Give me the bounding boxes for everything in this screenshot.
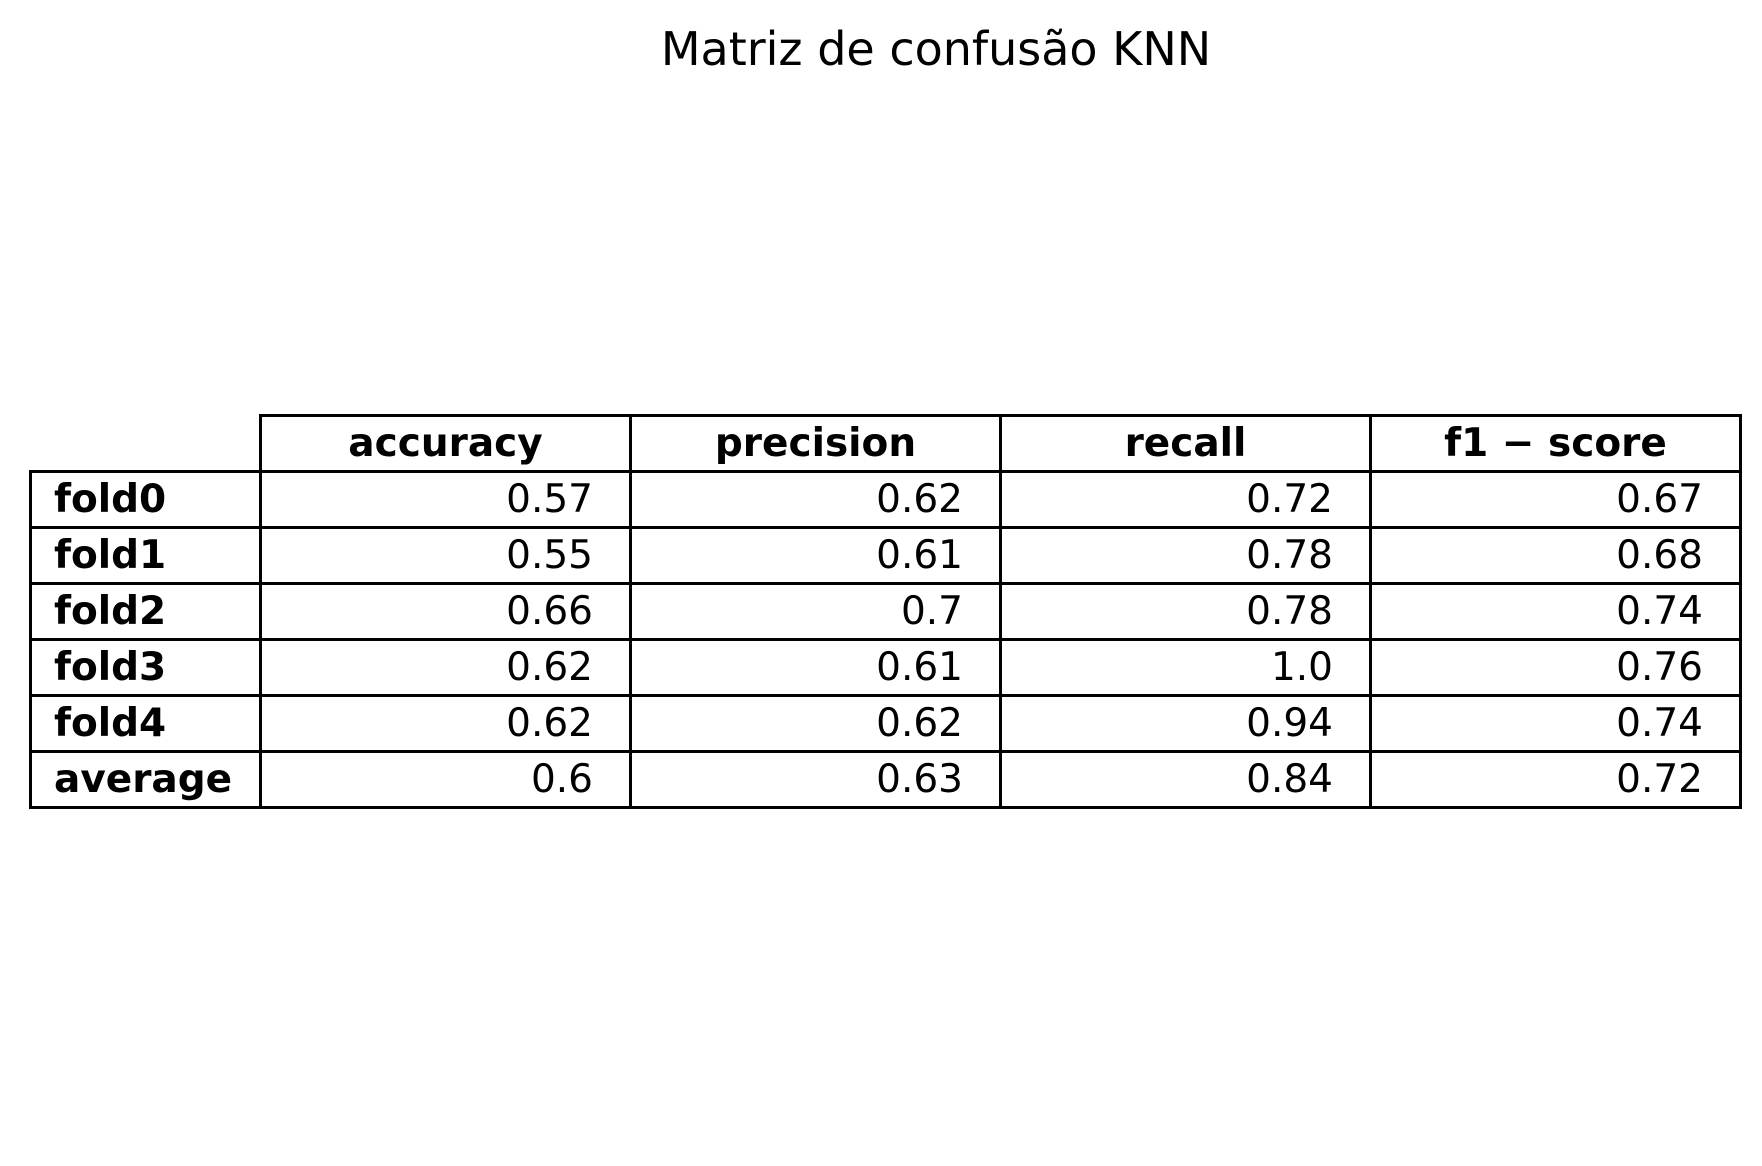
table-cell: 0.84 [999, 750, 1372, 809]
column-header-f1-score: f1 − score [1369, 414, 1742, 473]
row-label: average [29, 750, 262, 809]
table-cell: 0.57 [259, 470, 632, 529]
table-cell: 0.74 [1369, 582, 1742, 641]
row-label: fold2 [29, 582, 262, 641]
row-label: fold3 [29, 638, 262, 697]
header-row: accuracy precision recall f1 − score [30, 414, 1742, 473]
table-row-average: average 0.6 0.63 0.84 0.72 [29, 750, 1742, 809]
row-label: fold4 [29, 694, 262, 753]
table-cell: 0.61 [629, 638, 1002, 697]
table-cell: 0.6 [259, 750, 632, 809]
table-cell: 0.68 [1369, 526, 1742, 585]
table-cell: 0.72 [1369, 750, 1742, 809]
column-header-recall: recall [999, 414, 1372, 473]
metrics-table: accuracy precision recall f1 − score fol… [29, 414, 1742, 809]
table-cell: 0.62 [629, 470, 1002, 529]
table-row-fold2: fold2 0.66 0.7 0.78 0.74 [29, 582, 1742, 641]
row-label: fold0 [29, 470, 262, 529]
table-row-fold1: fold1 0.55 0.61 0.78 0.68 [29, 526, 1742, 585]
table-cell: 0.78 [999, 526, 1372, 585]
table-row-fold4: fold4 0.62 0.62 0.94 0.74 [29, 694, 1742, 753]
row-label: fold1 [29, 526, 262, 585]
table-cell: 0.62 [259, 694, 632, 753]
column-header-accuracy: accuracy [259, 414, 632, 473]
chart-title: Matriz de confusão KNN [660, 22, 1212, 76]
table-cell: 0.7 [629, 582, 1002, 641]
column-header-precision: precision [629, 414, 1002, 473]
table-row-fold3: fold3 0.62 0.61 1.0 0.76 [29, 638, 1742, 697]
table-cell: 0.78 [999, 582, 1372, 641]
table-cell: 0.67 [1369, 470, 1742, 529]
table-cell: 0.63 [629, 750, 1002, 809]
table-cell: 0.55 [259, 526, 632, 585]
table-cell: 0.62 [259, 638, 632, 697]
table-cell: 0.76 [1369, 638, 1742, 697]
corner-cell [30, 415, 262, 473]
table-cell: 0.62 [629, 694, 1002, 753]
table-cell: 1.0 [999, 638, 1372, 697]
table-row-fold0: fold0 0.57 0.62 0.72 0.67 [29, 470, 1742, 529]
table-cell: 0.94 [999, 694, 1372, 753]
table-cell: 0.74 [1369, 694, 1742, 753]
table-cell: 0.61 [629, 526, 1002, 585]
table-cell: 0.72 [999, 470, 1372, 529]
table-cell: 0.66 [259, 582, 632, 641]
